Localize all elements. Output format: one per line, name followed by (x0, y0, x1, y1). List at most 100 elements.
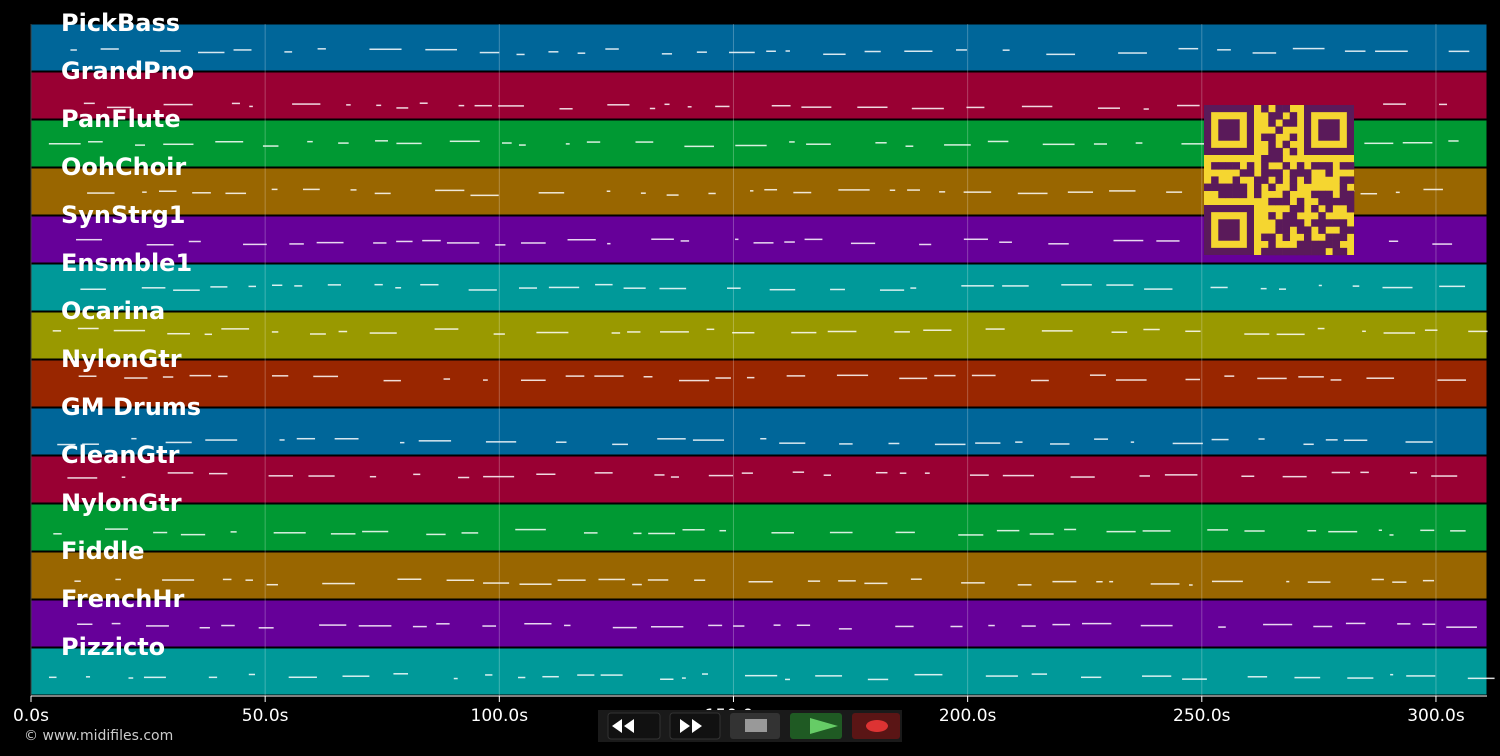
note (1383, 332, 1416, 334)
qr-module (1296, 219, 1305, 227)
note (135, 144, 146, 146)
note (1002, 474, 1034, 477)
note (521, 242, 546, 244)
note (1142, 675, 1172, 677)
note (660, 678, 674, 680)
note (963, 238, 988, 241)
note (493, 333, 505, 335)
note (77, 623, 93, 626)
note (899, 472, 907, 474)
note (288, 676, 317, 679)
note (243, 243, 267, 246)
note (719, 529, 727, 532)
note (733, 625, 745, 627)
note (87, 192, 115, 194)
note (1096, 580, 1103, 583)
note (706, 328, 715, 331)
qr-module (1289, 176, 1298, 184)
note (879, 289, 905, 291)
qr-finder (1203, 204, 1254, 255)
note (249, 105, 253, 108)
note (334, 438, 359, 440)
note (1402, 141, 1433, 144)
note (1130, 441, 1135, 443)
note (564, 624, 571, 627)
play-button[interactable] (790, 713, 842, 739)
note (189, 374, 212, 377)
note (769, 288, 796, 291)
qr-module (1289, 183, 1298, 192)
note (1438, 103, 1448, 106)
note (944, 144, 971, 146)
qr-module (1275, 226, 1283, 234)
note (577, 52, 586, 54)
note (694, 579, 706, 581)
note (225, 192, 247, 195)
note (1113, 239, 1144, 242)
note (1185, 330, 1201, 333)
note (1360, 192, 1378, 195)
note (793, 191, 812, 194)
fast-forward-button[interactable] (669, 712, 721, 740)
qr-module (1232, 190, 1241, 199)
note (785, 678, 790, 681)
note (231, 102, 240, 105)
track-name: Ocarina (61, 297, 165, 325)
note (1298, 376, 1324, 378)
note (393, 673, 409, 675)
note (735, 144, 767, 147)
note (192, 192, 211, 194)
qr-module (1289, 119, 1298, 127)
note (268, 475, 293, 477)
note (773, 624, 781, 626)
note (1106, 284, 1134, 286)
qr-module (1332, 233, 1341, 242)
note (279, 439, 285, 441)
note (524, 622, 552, 625)
qr-finder (1203, 104, 1254, 155)
note (664, 103, 670, 106)
qr-module (1346, 205, 1355, 213)
note (1313, 625, 1333, 628)
note (633, 532, 642, 535)
note (1002, 285, 1029, 287)
qr-module (1225, 162, 1233, 170)
qr-module (1225, 183, 1233, 192)
note (1446, 626, 1477, 628)
qr-module (1239, 183, 1248, 192)
note (210, 286, 228, 288)
note (791, 331, 817, 334)
note (924, 472, 930, 474)
note (804, 238, 823, 241)
note (1106, 530, 1136, 533)
note (1094, 438, 1109, 440)
note (612, 443, 628, 446)
note (80, 288, 106, 291)
qr-module (1261, 247, 1269, 256)
note (784, 241, 795, 243)
note (823, 474, 832, 476)
qr-module (1289, 133, 1298, 142)
note (1182, 678, 1207, 680)
note (248, 285, 256, 288)
note (422, 239, 441, 242)
qr-module (1325, 197, 1333, 206)
qr-module (1261, 133, 1269, 142)
note (479, 51, 500, 54)
record-button[interactable] (852, 713, 900, 739)
qr-module (1268, 233, 1276, 242)
qr-finder (1218, 119, 1240, 141)
note (1143, 328, 1160, 331)
stop-button[interactable] (730, 713, 780, 739)
note (1109, 190, 1136, 192)
qr-module (1275, 176, 1283, 184)
qr-module (1275, 247, 1283, 256)
qr-module (1261, 155, 1269, 163)
note (258, 627, 274, 629)
note (78, 375, 97, 377)
note (598, 578, 625, 581)
note (961, 582, 985, 584)
qr-module (1268, 147, 1276, 156)
note (687, 106, 692, 108)
rewind-button[interactable] (607, 712, 661, 740)
